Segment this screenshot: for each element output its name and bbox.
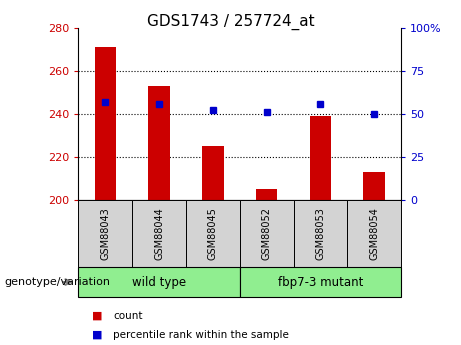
Text: GSM88052: GSM88052 (261, 207, 272, 260)
Text: GSM88045: GSM88045 (208, 207, 218, 260)
Text: ■: ■ (92, 330, 103, 339)
Bar (256, 189, 278, 345)
Text: genotype/variation: genotype/variation (5, 277, 111, 287)
Bar (310, 116, 331, 345)
Text: GSM88044: GSM88044 (154, 207, 164, 260)
Text: GSM88053: GSM88053 (315, 207, 325, 260)
Bar (95, 47, 116, 345)
Bar (363, 172, 385, 345)
Text: fbp7-3 mutant: fbp7-3 mutant (278, 276, 363, 288)
Text: percentile rank within the sample: percentile rank within the sample (113, 330, 289, 339)
Bar (148, 86, 170, 345)
Text: wild type: wild type (132, 276, 186, 288)
Text: count: count (113, 311, 142, 321)
Text: ■: ■ (92, 311, 103, 321)
Text: GSM88043: GSM88043 (100, 207, 110, 260)
Text: GDS1743 / 257724_at: GDS1743 / 257724_at (147, 14, 314, 30)
Bar (202, 146, 224, 345)
Text: GSM88054: GSM88054 (369, 207, 379, 260)
